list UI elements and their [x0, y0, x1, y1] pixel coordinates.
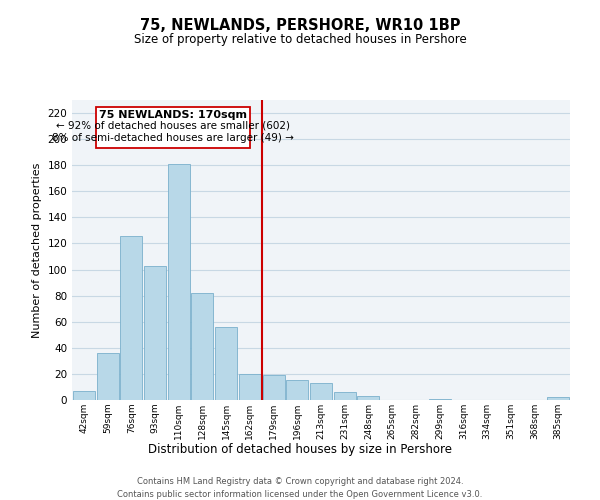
Bar	[286, 380, 308, 400]
Bar	[263, 375, 284, 400]
Text: Contains HM Land Registry data © Crown copyright and database right 2024.: Contains HM Land Registry data © Crown c…	[137, 478, 463, 486]
Text: 75, NEWLANDS, PERSHORE, WR10 1BP: 75, NEWLANDS, PERSHORE, WR10 1BP	[140, 18, 460, 32]
Bar	[215, 327, 237, 400]
Bar	[239, 374, 261, 400]
Bar	[334, 392, 356, 400]
Text: 8% of semi-detached houses are larger (49) →: 8% of semi-detached houses are larger (4…	[52, 132, 294, 142]
Text: Contains public sector information licensed under the Open Government Licence v3: Contains public sector information licen…	[118, 490, 482, 499]
Bar	[73, 391, 95, 400]
Text: 75 NEWLANDS: 170sqm: 75 NEWLANDS: 170sqm	[99, 110, 247, 120]
Bar	[97, 353, 119, 400]
Bar	[547, 398, 569, 400]
Bar	[167, 164, 190, 400]
Text: ← 92% of detached houses are smaller (602): ← 92% of detached houses are smaller (60…	[56, 121, 290, 131]
Text: Distribution of detached houses by size in Pershore: Distribution of detached houses by size …	[148, 442, 452, 456]
Y-axis label: Number of detached properties: Number of detached properties	[32, 162, 42, 338]
Bar	[358, 396, 379, 400]
Bar	[191, 293, 214, 400]
Text: Size of property relative to detached houses in Pershore: Size of property relative to detached ho…	[134, 32, 466, 46]
Bar	[120, 236, 142, 400]
Bar	[144, 266, 166, 400]
Bar	[310, 383, 332, 400]
Bar	[428, 398, 451, 400]
FancyBboxPatch shape	[96, 106, 250, 148]
